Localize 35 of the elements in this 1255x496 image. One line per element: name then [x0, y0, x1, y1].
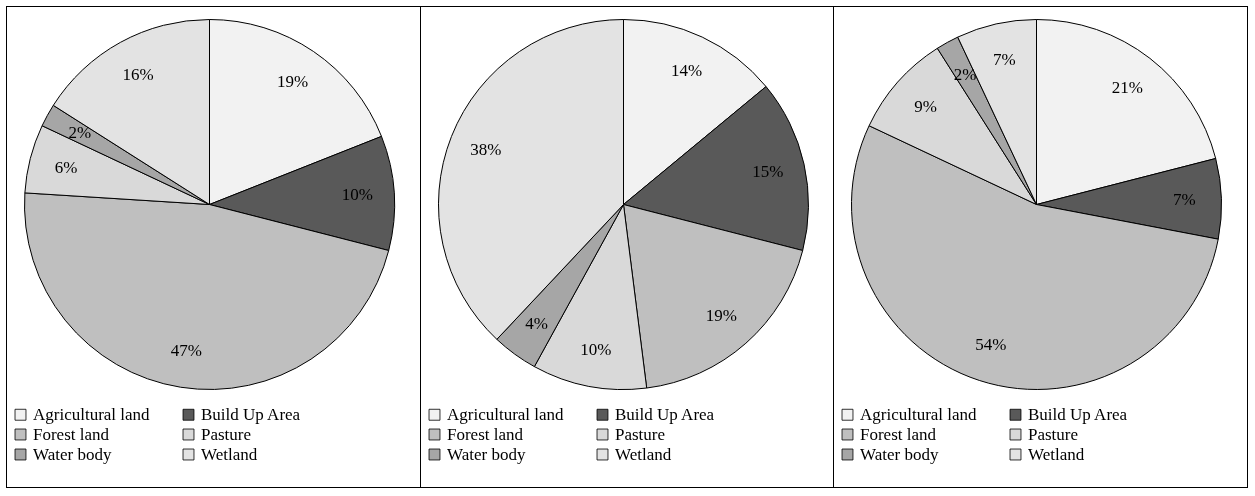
- data-label: 7%: [993, 50, 1016, 70]
- legend-label: Water body: [33, 444, 112, 464]
- data-label: 47%: [170, 340, 202, 360]
- legend-label: Wetland: [614, 444, 672, 464]
- legend-label: Pasture: [201, 424, 252, 444]
- legend-label: Build Up Area: [614, 404, 715, 424]
- data-label: 10%: [579, 339, 612, 359]
- data-label: 2%: [68, 123, 92, 143]
- legend-label: Agricultural land: [860, 404, 978, 424]
- data-label: 21%: [1111, 77, 1144, 97]
- data-label: 10%: [341, 185, 373, 205]
- data-label: 6%: [54, 157, 78, 177]
- legend-label: Pasture: [1028, 424, 1079, 444]
- legend-label: Water body: [860, 444, 940, 464]
- legend-label: Forest land: [446, 424, 524, 444]
- data-label: 15%: [752, 162, 784, 182]
- data-label: 19%: [277, 72, 309, 92]
- legend-label: Wetland: [201, 444, 258, 464]
- legend-label: Build Up Area: [1028, 404, 1128, 424]
- legend-label: Water body: [446, 444, 526, 464]
- data-label: 38%: [469, 140, 502, 160]
- data-label: 14%: [670, 60, 702, 80]
- legend-label: Build Up Area: [201, 404, 301, 424]
- legend-label: Wetland: [1028, 444, 1086, 464]
- data-label: 16%: [122, 64, 154, 84]
- data-label: 54%: [975, 335, 1007, 355]
- legend-label: Forest land: [33, 424, 110, 444]
- legend-label: Agricultural land: [33, 404, 151, 424]
- legend-label: Agricultural land: [446, 404, 564, 424]
- data-label: 4%: [524, 314, 548, 334]
- data-label: 7%: [1173, 189, 1197, 209]
- data-label: 19%: [705, 305, 737, 325]
- data-label: 9%: [914, 96, 938, 116]
- legend-label: Pasture: [614, 424, 665, 444]
- legend-label: Forest land: [860, 424, 937, 444]
